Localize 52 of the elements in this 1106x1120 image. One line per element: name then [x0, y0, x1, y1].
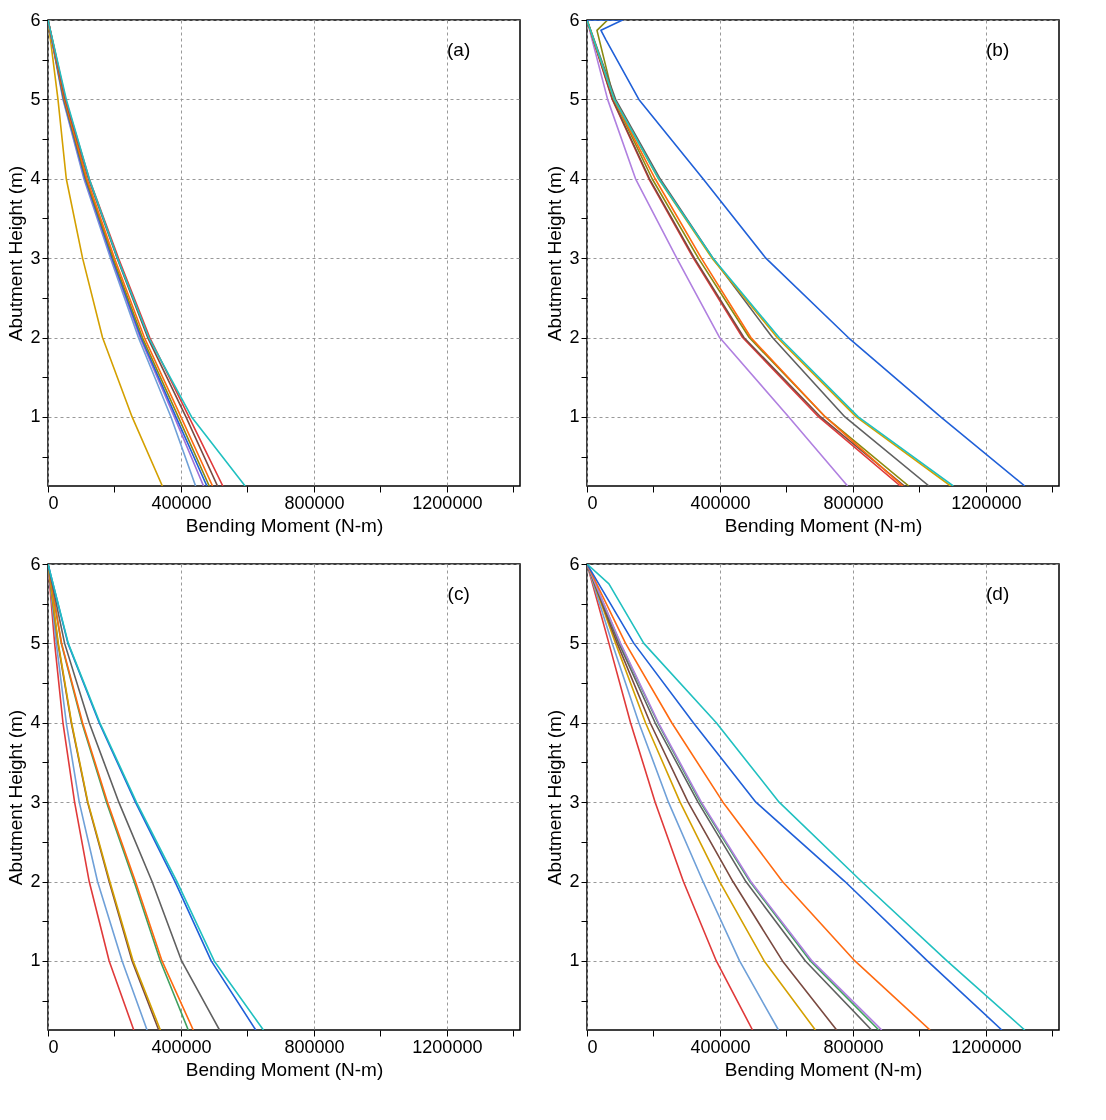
x-tick-label: 800000 — [823, 492, 884, 513]
x-tick-label: 0 — [587, 1036, 598, 1057]
x-tick-label: 1200000 — [951, 1036, 1022, 1057]
y-axis-title: Abutment Height (m) — [544, 709, 566, 886]
y-tick-label: 4 — [30, 168, 41, 189]
y-tick-label: 5 — [30, 88, 41, 109]
y-tick-label: 5 — [569, 88, 580, 109]
x-tick-label: 400000 — [151, 1036, 212, 1057]
x-tick-label: 0 — [48, 492, 59, 513]
y-tick-label: 1 — [569, 950, 580, 971]
annotation: (b) — [986, 39, 1010, 61]
y-tick-label: 6 — [569, 9, 580, 30]
y-axis-title: Abutment Height (m) — [544, 165, 566, 342]
y-tick-label: 1 — [30, 406, 41, 427]
y-tick-label: 3 — [30, 247, 41, 268]
y-tick-label: 2 — [30, 327, 41, 348]
y-tick-label: 6 — [30, 9, 41, 30]
y-tick-label: 3 — [569, 247, 580, 268]
y-tick-label: 1 — [30, 950, 41, 971]
x-tick-label: 0 — [587, 492, 598, 513]
x-tick-label: 400000 — [690, 1036, 751, 1057]
y-tick-label: 3 — [569, 791, 580, 812]
y-tick-label: 4 — [569, 168, 580, 189]
x-tick-label: 800000 — [284, 492, 345, 513]
y-axis-title: Abutment Height (m) — [5, 709, 27, 886]
annotation: (c) — [447, 583, 470, 605]
y-axis-title: Abutment Height (m) — [5, 165, 27, 342]
x-tick-label: 400000 — [151, 492, 212, 513]
x-tick-label: 1200000 — [412, 492, 483, 513]
x-tick-label: 400000 — [690, 492, 751, 513]
x-tick-label: 0 — [48, 1036, 59, 1057]
y-tick-label: 2 — [569, 871, 580, 892]
y-tick-label: 3 — [30, 791, 41, 812]
x-axis-title: Bending Moment (N-m) — [724, 1058, 923, 1080]
x-axis-title: Bending Moment (N-m) — [185, 514, 384, 536]
y-tick-label: 5 — [30, 632, 41, 653]
x-tick-label: 800000 — [823, 1036, 884, 1057]
y-tick-label: 4 — [30, 712, 41, 733]
x-tick-label: 1200000 — [412, 1036, 483, 1057]
y-tick-label: 2 — [30, 871, 41, 892]
y-tick-label: 2 — [569, 327, 580, 348]
x-axis-title: Bending Moment (N-m) — [724, 514, 923, 536]
x-tick-label: 1200000 — [951, 492, 1022, 513]
y-tick-label: 1 — [569, 406, 580, 427]
y-tick-label: 6 — [30, 553, 41, 574]
x-tick-label: 800000 — [284, 1036, 345, 1057]
annotation: (a) — [447, 39, 471, 61]
y-tick-label: 4 — [569, 712, 580, 733]
y-tick-label: 5 — [569, 632, 580, 653]
y-tick-label: 6 — [569, 553, 580, 574]
x-axis-title: Bending Moment (N-m) — [185, 1058, 384, 1080]
annotation: (d) — [986, 583, 1010, 605]
